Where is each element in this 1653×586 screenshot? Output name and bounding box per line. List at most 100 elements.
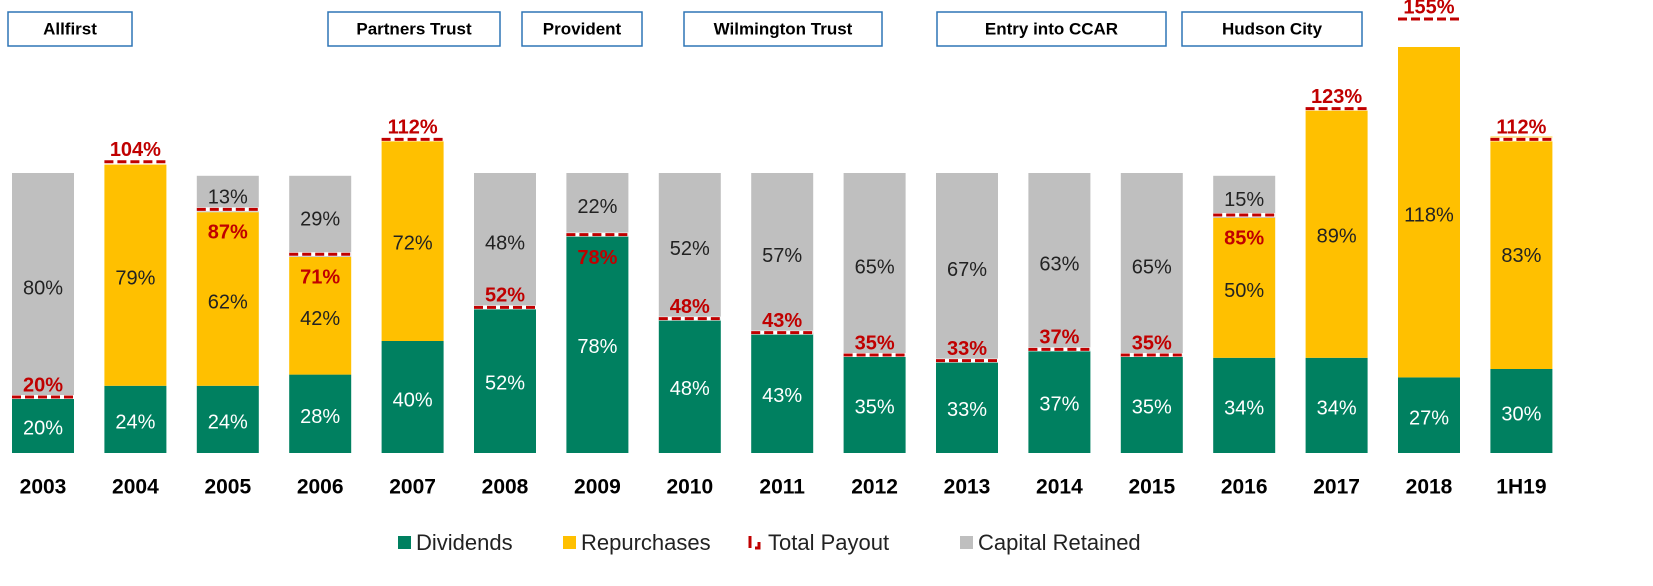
segment-label: 89% xyxy=(1317,225,1357,247)
x-tick-label: 1H19 xyxy=(1496,476,1546,499)
legend-swatch xyxy=(563,536,576,549)
legend-label: Capital Retained xyxy=(978,530,1141,555)
annotation-box xyxy=(521,11,643,47)
total-payout-label: 155% xyxy=(1403,0,1454,18)
bar-segment xyxy=(658,318,721,453)
total-payout-label: 123% xyxy=(1311,86,1362,108)
segment-label: 63% xyxy=(1039,253,1079,275)
bar-segment xyxy=(381,341,444,453)
bar-segment xyxy=(104,164,167,386)
bar-segment xyxy=(1490,369,1553,453)
x-tick-label: 2008 xyxy=(482,476,529,499)
legend-swatch xyxy=(960,536,973,549)
bar-segment xyxy=(566,234,629,453)
segment-label: 33% xyxy=(947,399,987,421)
total-payout-label: 112% xyxy=(1496,117,1546,139)
segment-label: 65% xyxy=(855,256,895,278)
bar-segment xyxy=(1213,357,1276,453)
bar-segment xyxy=(566,173,629,235)
x-tick-label: 2009 xyxy=(574,476,621,499)
segment-label: 13% xyxy=(208,186,248,208)
total-payout-label: 87% xyxy=(208,222,248,244)
annotation-box xyxy=(936,11,1167,47)
bar-segment xyxy=(1305,108,1368,358)
total-payout-label: 33% xyxy=(947,338,987,360)
bar-segment xyxy=(843,355,906,453)
segment-label: 40% xyxy=(393,389,433,411)
bar-segment xyxy=(1120,173,1183,355)
total-payout-label: 43% xyxy=(762,310,802,332)
x-tick-label: 2003 xyxy=(20,476,67,499)
segment-label: 22% xyxy=(577,196,617,218)
total-payout-label: 37% xyxy=(1039,327,1079,349)
total-payout-label: 85% xyxy=(1224,227,1264,249)
bar-segment xyxy=(751,332,814,453)
annotation-box xyxy=(1181,11,1363,47)
bar-segment xyxy=(1028,349,1091,453)
bar-segment xyxy=(12,173,74,397)
bar-segment xyxy=(658,173,721,319)
bar-segment xyxy=(1398,377,1460,453)
bar-segment xyxy=(1028,173,1091,350)
segment-label: 78% xyxy=(577,336,617,358)
annotation: Hudson City xyxy=(1222,19,1323,38)
bar-segment xyxy=(936,173,998,361)
bar-segment xyxy=(196,385,259,453)
bar-segment xyxy=(1305,357,1368,453)
annotation: Partners Trust xyxy=(356,19,472,38)
segment-label: 20% xyxy=(23,417,63,439)
x-tick-label: 2005 xyxy=(204,476,251,499)
segment-label: 27% xyxy=(1409,407,1449,429)
legend-swatch xyxy=(748,536,761,550)
legend-label: Dividends xyxy=(416,530,513,555)
total-payout-label: 48% xyxy=(670,296,710,318)
total-payout-label: 112% xyxy=(388,117,438,139)
segment-label: 35% xyxy=(855,396,895,418)
segment-label: 72% xyxy=(393,232,433,254)
segment-label: 52% xyxy=(485,372,525,394)
x-tick-label: 2010 xyxy=(666,476,713,499)
x-tick-label: 2014 xyxy=(1036,476,1083,499)
bar-segment xyxy=(289,175,352,257)
legend-swatch xyxy=(398,536,411,549)
segment-label: 80% xyxy=(23,277,63,299)
x-tick-label: 2011 xyxy=(759,476,805,499)
bar-segment xyxy=(1120,355,1183,453)
segment-label: 24% xyxy=(115,412,155,434)
segment-label: 50% xyxy=(1224,280,1264,302)
segment-label: 62% xyxy=(208,291,248,313)
total-payout-label: 35% xyxy=(1132,332,1172,354)
total-payout-label: 35% xyxy=(855,332,895,354)
annotation-box xyxy=(7,11,133,47)
x-tick-label: 2016 xyxy=(1221,476,1268,499)
segment-label: 118% xyxy=(1404,204,1454,226)
bar-segment xyxy=(843,173,906,355)
bar-segment xyxy=(1490,136,1553,369)
segment-label: 79% xyxy=(115,267,155,289)
bar-segment xyxy=(936,360,998,453)
segment-label: 35% xyxy=(1132,396,1172,418)
legend-label: Total Payout xyxy=(768,530,889,555)
annotation: Provident xyxy=(543,19,622,38)
segment-label: 43% xyxy=(762,385,802,407)
segment-label: 24% xyxy=(208,412,248,434)
x-tick-label: 2018 xyxy=(1406,476,1453,499)
bar-segment xyxy=(751,173,814,333)
x-tick-label: 2015 xyxy=(1128,476,1175,499)
total-payout-label: 104% xyxy=(110,139,161,161)
bar-segment xyxy=(1398,47,1460,378)
bar-segment xyxy=(474,173,536,308)
total-payout-label: 52% xyxy=(485,285,525,307)
segment-label: 48% xyxy=(485,232,525,254)
x-tick-label: 2007 xyxy=(389,476,436,499)
annotation: Allfirst xyxy=(43,19,97,38)
segment-label: 29% xyxy=(300,209,340,231)
bar-segment xyxy=(196,212,259,386)
total-payout-label: 78% xyxy=(577,247,617,269)
segment-label: 30% xyxy=(1501,403,1541,425)
bar-segment xyxy=(196,175,259,213)
bar-segment xyxy=(1213,217,1276,358)
bar-segment xyxy=(289,374,352,453)
bar-segment xyxy=(289,257,352,375)
